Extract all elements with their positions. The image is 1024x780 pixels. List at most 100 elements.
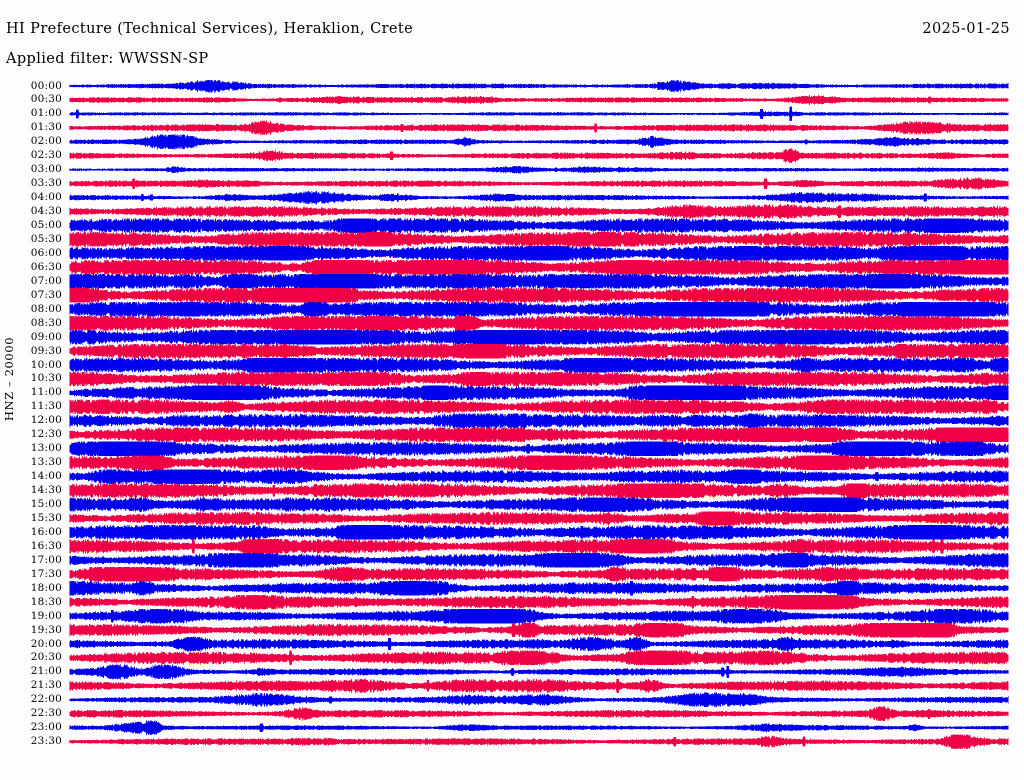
- time-axis-label: 20:00: [30, 637, 62, 650]
- seismic-trace: [69, 245, 1009, 262]
- seismic-trace: [69, 510, 1009, 527]
- time-axis-label: 11:30: [30, 400, 62, 413]
- time-axis-label: 22:30: [30, 707, 62, 720]
- seismic-trace: [69, 454, 1009, 471]
- time-axis-label: 16:00: [30, 525, 62, 538]
- time-axis-label: 05:30: [30, 232, 62, 245]
- seismic-trace: [69, 538, 1009, 555]
- seismic-trace: [69, 622, 1009, 639]
- seismic-trace: [69, 314, 1009, 332]
- seismic-trace: [69, 706, 1009, 722]
- seismic-trace: [69, 607, 1009, 625]
- time-axis-label: 18:30: [30, 595, 62, 608]
- time-axis-label: 13:00: [30, 442, 62, 455]
- seismic-trace: [69, 482, 1009, 499]
- seismic-trace: [69, 524, 1009, 541]
- seismic-trace: [69, 733, 1009, 750]
- time-axis-label: 13:30: [30, 456, 62, 469]
- time-axis-label: 09:00: [30, 330, 62, 343]
- seismic-trace: [69, 177, 1009, 191]
- time-axis-label: 07:30: [30, 288, 62, 301]
- time-axis-label: 08:30: [30, 316, 62, 329]
- seismic-trace: [69, 165, 1009, 174]
- seismic-trace: [69, 273, 1009, 290]
- time-axis-label: 11:00: [30, 386, 62, 399]
- seismic-trace: [69, 579, 1009, 597]
- helicorder-plot: [69, 80, 1009, 750]
- time-axis-label: 01:30: [30, 121, 62, 134]
- time-axis-label: 02:00: [30, 135, 62, 148]
- seismic-trace: [69, 106, 1009, 122]
- seismic-trace: [69, 594, 1009, 611]
- seismic-trace: [69, 370, 1009, 388]
- time-axis-label: 06:00: [30, 246, 62, 259]
- seismic-trace: [69, 342, 1009, 360]
- time-axis-label: 03:00: [30, 163, 62, 176]
- time-axis-label: 07:00: [30, 274, 62, 287]
- time-axis: 00:00 00:30 01:00 01:30 02:00 02:30 03:00 03:30…: [0, 80, 66, 770]
- time-axis-label: 15:30: [30, 511, 62, 524]
- seismic-trace: [69, 719, 1009, 736]
- time-axis-label: 17:30: [30, 567, 62, 580]
- seismic-trace: [69, 259, 1009, 276]
- seismic-trace: [69, 328, 1009, 346]
- time-axis-label: 21:30: [30, 679, 62, 692]
- time-axis-label: 16:30: [30, 539, 62, 552]
- seismic-trace: [69, 663, 1009, 681]
- time-axis-label: 18:00: [30, 581, 62, 594]
- seismic-trace: [69, 203, 1009, 220]
- page-title: HI Prefecture (Technical Services), Hera…: [6, 21, 414, 37]
- seismic-trace: [69, 384, 1009, 402]
- time-axis-label: 04:30: [30, 205, 62, 218]
- time-axis-label: 12:30: [30, 428, 62, 441]
- seismic-trace: [69, 412, 1009, 429]
- time-axis-label: 19:30: [30, 623, 62, 636]
- time-axis-label: 23:30: [30, 735, 62, 748]
- seismic-trace: [69, 635, 1009, 653]
- time-axis-label: 10:00: [30, 358, 62, 371]
- time-axis-label: 04:00: [30, 191, 62, 204]
- seismic-trace: [69, 231, 1009, 248]
- seismic-trace: [69, 566, 1009, 583]
- time-axis-label: 00:30: [30, 93, 62, 106]
- time-axis-label: 17:00: [30, 553, 62, 566]
- seismic-trace: [69, 552, 1009, 569]
- time-axis-label: 14:00: [30, 470, 62, 483]
- seismic-trace: [69, 300, 1009, 318]
- seismic-trace: [69, 496, 1009, 513]
- time-axis-label: 15:00: [30, 498, 62, 510]
- seismic-trace: [69, 356, 1009, 374]
- time-axis-label: 05:00: [30, 219, 62, 231]
- seismic-trace: [69, 468, 1009, 485]
- seismic-trace: [69, 94, 1009, 106]
- seismic-trace: [69, 133, 1009, 151]
- time-axis-label: 14:30: [30, 484, 62, 497]
- seismic-trace: [69, 649, 1009, 667]
- applied-filter-label: Applied filter: WWSSN-SP: [6, 51, 209, 67]
- time-axis-label: 21:00: [30, 665, 62, 678]
- time-axis-label: 06:30: [30, 260, 62, 273]
- seismic-trace: [69, 148, 1009, 164]
- seismic-trace: [69, 189, 1009, 206]
- seismic-trace: [69, 286, 1009, 304]
- seismic-trace: [69, 398, 1009, 416]
- seismic-trace: [69, 426, 1009, 443]
- seismic-trace: [69, 217, 1009, 234]
- time-axis-label: 02:30: [30, 149, 62, 162]
- time-axis-label: 08:00: [30, 302, 62, 315]
- seismic-trace: [69, 119, 1009, 136]
- seismic-trace: [69, 440, 1009, 457]
- time-axis-label: 12:00: [30, 414, 62, 427]
- seismic-trace: [69, 80, 1009, 94]
- time-axis-label: 00:00: [30, 79, 62, 92]
- time-axis-label: 03:30: [30, 177, 62, 190]
- time-axis-label: 01:00: [30, 107, 62, 120]
- time-axis-label: 09:30: [30, 344, 62, 357]
- time-axis-label: 20:30: [30, 651, 62, 664]
- time-axis-label: 10:30: [30, 372, 62, 385]
- seismic-trace: [69, 691, 1009, 708]
- seismic-trace: [69, 677, 1009, 695]
- time-axis-label: 22:00: [30, 693, 62, 706]
- time-axis-label: 19:00: [30, 609, 62, 622]
